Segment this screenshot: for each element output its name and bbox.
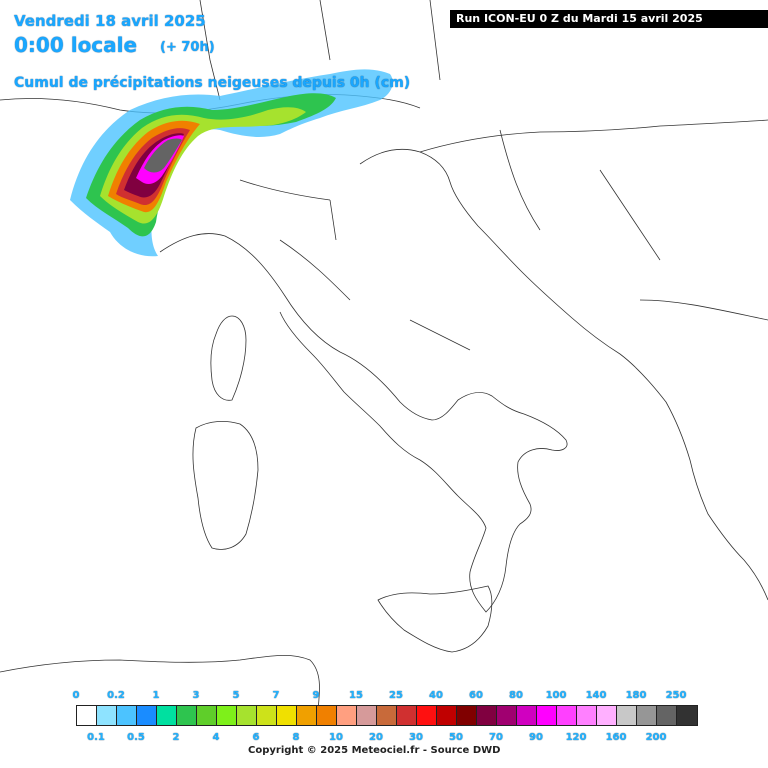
legend-label-bottom: 20 xyxy=(369,732,383,743)
legend-label-top: 7 xyxy=(272,690,280,701)
legend-label-top: 0.2 xyxy=(107,690,125,701)
legend-label-top: 40 xyxy=(429,690,443,701)
forecast-time: 0:00 locale xyxy=(14,33,138,57)
legend-label-bottom: 90 xyxy=(529,732,543,743)
legend-swatch xyxy=(577,706,597,725)
legend-swatch xyxy=(197,706,217,725)
legend-label-top: 3 xyxy=(192,690,200,701)
legend-swatch xyxy=(317,706,337,725)
legend-swatch xyxy=(557,706,577,725)
legend-label-bottom: 8 xyxy=(292,732,300,743)
forecast-date: Vendredi 18 avril 2025 xyxy=(14,12,206,30)
legend-label-bottom: 6 xyxy=(252,732,260,743)
legend-swatch xyxy=(217,706,237,725)
legend-swatch xyxy=(177,706,197,725)
border-balkans xyxy=(419,119,768,321)
legend-swatch xyxy=(157,706,177,725)
legend-swatch xyxy=(457,706,477,725)
island-sardinia xyxy=(192,420,259,550)
legend-swatch xyxy=(657,706,677,725)
legend-label-bottom: 200 xyxy=(645,732,667,743)
legend-swatch xyxy=(677,706,697,725)
island-sicily xyxy=(377,585,493,653)
snowfall-field xyxy=(70,69,393,257)
legend-label-bottom: 120 xyxy=(565,732,587,743)
coastline-adriatic xyxy=(359,148,768,601)
legend-swatch xyxy=(277,706,297,725)
copyright: Copyright © 2025 Meteociel.fr - Source D… xyxy=(248,745,501,756)
legend-swatch xyxy=(497,706,517,725)
legend-swatch xyxy=(537,706,557,725)
legend-swatch xyxy=(377,706,397,725)
legend-label-top: 9 xyxy=(312,690,320,701)
legend-swatch xyxy=(397,706,417,725)
legend-swatch xyxy=(597,706,617,725)
legend-swatch xyxy=(437,706,457,725)
legend-label-top: 1 xyxy=(152,690,160,701)
legend-swatch xyxy=(337,706,357,725)
island-corsica xyxy=(210,315,247,401)
legend-swatch xyxy=(417,706,437,725)
legend-swatch xyxy=(237,706,257,725)
legend-label-bottom: 50 xyxy=(449,732,463,743)
field-title: Cumul de précipitations neigeuses depuis… xyxy=(14,75,411,91)
legend-swatch xyxy=(517,706,537,725)
legend-label-top: 100 xyxy=(545,690,567,701)
legend-swatch xyxy=(117,706,137,725)
legend-label-bottom: 4 xyxy=(212,732,220,743)
legend-label-top: 80 xyxy=(509,690,523,701)
legend-label-top: 0 xyxy=(72,690,80,701)
legend-swatch xyxy=(617,706,637,725)
legend-swatch xyxy=(477,706,497,725)
border-italian-regions xyxy=(239,179,471,351)
coastline-north-africa xyxy=(0,654,320,711)
legend-label-bottom: 10 xyxy=(329,732,343,743)
legend-label-bottom: 30 xyxy=(409,732,423,743)
legend-label-bottom: 0.5 xyxy=(127,732,145,743)
legend-label-top: 250 xyxy=(665,690,687,701)
legend-label-top: 5 xyxy=(232,690,240,701)
legend-swatch xyxy=(297,706,317,725)
legend-label-bottom: 160 xyxy=(605,732,627,743)
legend-label-bottom: 2 xyxy=(172,732,180,743)
legend-swatch xyxy=(357,706,377,725)
run-banner: Run ICON-EU 0 Z du Mardi 15 avril 2025 xyxy=(450,10,768,28)
legend-label-top: 60 xyxy=(469,690,483,701)
legend-swatch xyxy=(137,706,157,725)
lead-time: (+ 70h) xyxy=(160,40,215,55)
legend-swatch xyxy=(97,706,117,725)
legend-swatch xyxy=(257,706,277,725)
legend-label-top: 140 xyxy=(585,690,607,701)
legend-swatch xyxy=(77,706,97,725)
legend-swatches xyxy=(76,705,698,726)
legend-label-top: 25 xyxy=(389,690,403,701)
legend-label-top: 15 xyxy=(349,690,363,701)
color-legend: 0 0.2 1 3 5 7 9 15 25 40 60 80 100 140 180 250 0.1 0.5 2 4 6… xyxy=(0,686,768,768)
legend-label-top: 180 xyxy=(625,690,647,701)
coastline-italy xyxy=(159,233,568,613)
legend-swatch xyxy=(637,706,657,725)
legend-label-bottom: 70 xyxy=(489,732,503,743)
legend-label-bottom: 0.1 xyxy=(87,732,105,743)
